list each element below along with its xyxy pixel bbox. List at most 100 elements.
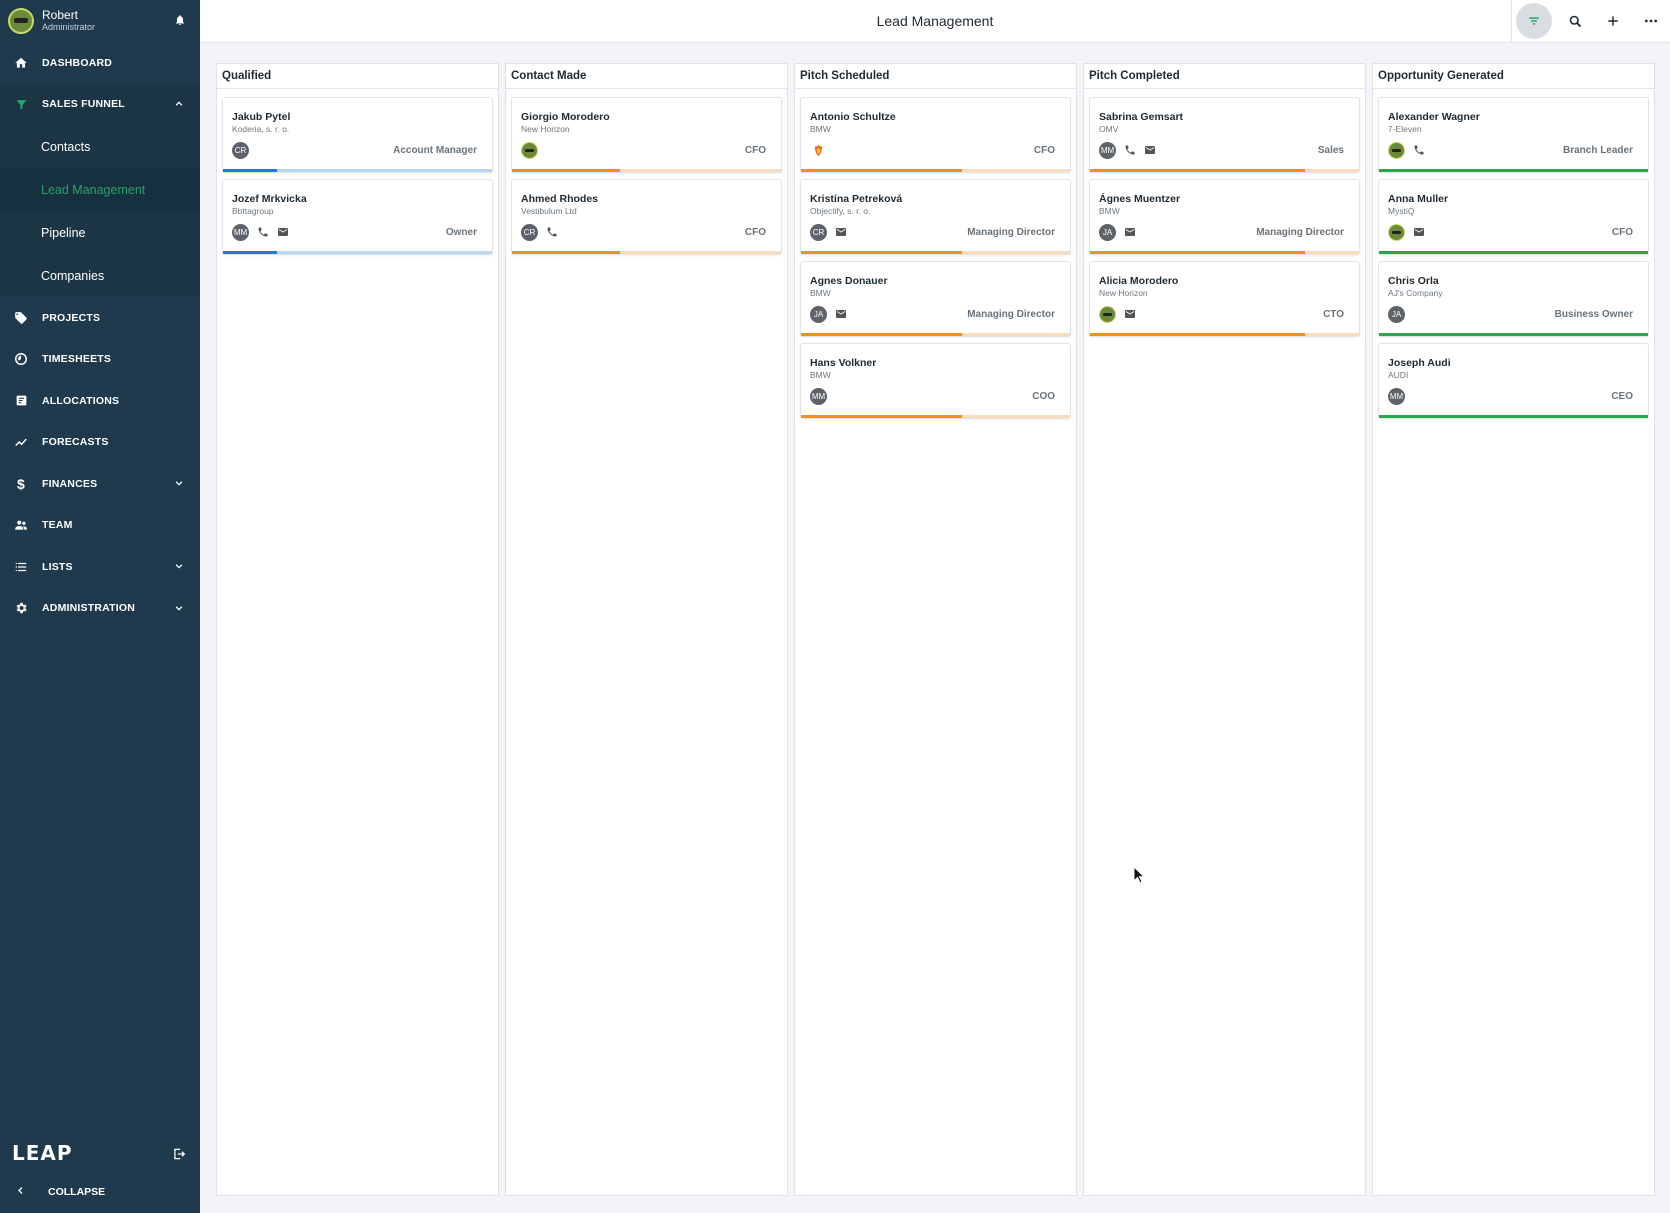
more-button[interactable] <box>1632 2 1670 40</box>
email-icon[interactable] <box>276 226 289 239</box>
lead-meta-row: MM Owner <box>232 223 477 241</box>
nav-contacts[interactable]: Contacts <box>41 139 91 154</box>
card-list: Alexander Wagner 7-Eleven Branch Leader Ann… <box>1373 89 1654 419</box>
nav-finances[interactable]: $ FINANCES <box>0 463 200 505</box>
email-icon[interactable] <box>1123 308 1136 321</box>
nav-forecasts[interactable]: FORECASTS <box>0 422 200 464</box>
tag-icon <box>14 311 28 325</box>
stage-progress-fill <box>1379 333 1648 336</box>
nav-team[interactable]: TEAM <box>0 505 200 547</box>
lead-meta-row: JA Managing Director <box>1099 223 1344 241</box>
lead-name: Joseph Audi <box>1388 357 1451 369</box>
lead-card[interactable]: Giorgio Morodero New Horizon CFO <box>511 97 782 173</box>
nav-allocations[interactable]: ALLOCATIONS <box>0 380 200 422</box>
card-list: Sabrina Gemsart OMV MM Sales Ágnes Muentzer B… <box>1084 89 1365 337</box>
lead-card[interactable]: Jozef Mrkvicka Bbttagroup MM Owner <box>222 179 493 255</box>
lead-card[interactable]: Agnes Donauer BMW JA Managing Director <box>800 261 1071 337</box>
home-icon <box>14 56 28 70</box>
contact-avatar: JA <box>1099 223 1116 241</box>
fox-avatar-icon <box>810 141 827 159</box>
lead-card[interactable]: Alexander Wagner 7-Eleven Branch Leader <box>1378 97 1649 173</box>
nav-timesheets[interactable]: TIMESHEETS <box>0 339 200 381</box>
phone-icon[interactable] <box>1123 144 1136 157</box>
lead-meta-row: CR CFO <box>521 223 766 241</box>
nav-administration[interactable]: ADMINISTRATION <box>0 588 200 630</box>
user-name: Robert <box>42 8 79 23</box>
top-header: Lead Management <box>200 0 1670 43</box>
email-icon[interactable] <box>1143 144 1156 157</box>
lead-card[interactable]: Alicia Morodero New Horizon CTO <box>1089 261 1360 337</box>
lead-role: Branch Leader <box>1562 144 1633 156</box>
nav-sales-funnel-label: SALES FUNNEL <box>42 98 125 111</box>
lead-meta-row: MM Sales <box>1099 141 1344 159</box>
lead-name: Ágnes Muentzer <box>1099 193 1181 205</box>
email-icon[interactable] <box>1123 226 1136 239</box>
lead-meta-row: Branch Leader <box>1388 141 1633 159</box>
lead-card[interactable]: Joseph Audi AUDI MM CEO <box>1378 343 1649 419</box>
add-button[interactable] <box>1594 2 1632 40</box>
lead-card[interactable]: Jakub Pytel Koderia, s. r. o. CR Account Ma… <box>222 97 493 173</box>
email-icon[interactable] <box>834 226 847 239</box>
lead-role: Sales <box>1317 144 1344 156</box>
email-icon[interactable] <box>1412 226 1425 239</box>
lead-company: BMW <box>810 288 831 298</box>
collapse-label: COLLAPSE <box>48 1186 106 1198</box>
lead-company: AJ's Company <box>1388 288 1443 298</box>
lead-card[interactable]: Ágnes Muentzer BMW JA Managing Director <box>1089 179 1360 255</box>
bell-icon[interactable] <box>174 14 186 26</box>
stage-progress-fill <box>1090 169 1306 172</box>
lead-name: Alexander Wagner <box>1388 111 1480 123</box>
nav-lists[interactable]: LISTS <box>0 546 200 588</box>
nav-lead-management[interactable]: Lead Management <box>0 168 200 211</box>
stage-progress-fill <box>801 251 963 254</box>
more-horizontal-icon <box>1645 19 1657 23</box>
lead-role: COO <box>1032 390 1055 402</box>
lead-role: Owner <box>445 226 477 238</box>
nav-dashboard[interactable]: DASHBOARD <box>0 42 200 84</box>
lead-card[interactable]: Sabrina Gemsart OMV MM Sales <box>1089 97 1360 173</box>
nav-companies[interactable]: Companies <box>41 268 105 283</box>
stage-progress-bar <box>1379 415 1648 418</box>
lead-card[interactable]: Antonio Schultze BMW CFO <box>800 97 1071 173</box>
lead-role: CEO <box>1611 390 1633 402</box>
nav-projects[interactable]: PROJECTS <box>0 297 200 339</box>
stage-progress-bar <box>1090 251 1359 254</box>
email-icon[interactable] <box>834 308 847 321</box>
nav-forecasts-label: FORECASTS <box>42 436 109 449</box>
stage-progress-bar <box>801 251 1070 254</box>
lead-card[interactable]: Hans Volkner BMW MM COO <box>800 343 1071 419</box>
dollar-icon: $ <box>17 475 25 492</box>
filter-icon <box>1529 17 1539 25</box>
lead-name: Antonio Schultze <box>810 111 896 123</box>
collapse-button[interactable]: COLLAPSE <box>0 1171 200 1213</box>
stage-progress-bar <box>1379 333 1648 336</box>
stage-progress-bar <box>1379 251 1648 254</box>
lead-card[interactable]: Anna Muller MystiQ CFO <box>1378 179 1649 255</box>
lead-company: OMV <box>1099 124 1119 134</box>
filter-button[interactable] <box>1516 3 1552 39</box>
lead-role: Managing Director <box>967 226 1055 238</box>
lead-name: Jozef Mrkvicka <box>232 193 307 205</box>
logout-icon[interactable] <box>172 1147 186 1161</box>
user-profile[interactable]: Robert Administrator <box>0 0 200 42</box>
lead-card[interactable]: Ahmed Rhodes Vestibulum Ltd CR CFO <box>511 179 782 255</box>
stage-progress-fill <box>1379 251 1648 254</box>
stage-progress-fill <box>223 169 277 172</box>
lead-company: BMW <box>1099 206 1120 216</box>
nav-pipeline[interactable]: Pipeline <box>41 225 86 240</box>
column-opportunity-generated: Opportunity Generated Alexander Wagner 7-E… <box>1372 63 1655 1196</box>
lead-name: Alicia Morodero <box>1099 275 1179 287</box>
nav-sales-funnel[interactable]: SALES FUNNEL <box>0 83 200 125</box>
column-title: Opportunity Generated <box>1373 64 1654 89</box>
search-button[interactable] <box>1556 2 1594 40</box>
phone-icon[interactable] <box>1412 144 1425 157</box>
stage-progress-fill <box>512 169 620 172</box>
lead-card[interactable]: Kristína Petreková Objectify, s. r. o. CR M… <box>800 179 1071 255</box>
sidebar: Robert Administrator DASHBOARD SALES FUN… <box>0 0 200 1213</box>
phone-icon[interactable] <box>545 226 558 239</box>
lead-meta-row: MM CEO <box>1388 387 1633 405</box>
trend-icon <box>14 435 28 449</box>
phone-icon[interactable] <box>256 226 269 239</box>
sales-funnel-submenu: Contacts Lead Management Pipeline Compan… <box>0 125 200 297</box>
lead-card[interactable]: Chris Orla AJ's Company JA Business Owner <box>1378 261 1649 337</box>
